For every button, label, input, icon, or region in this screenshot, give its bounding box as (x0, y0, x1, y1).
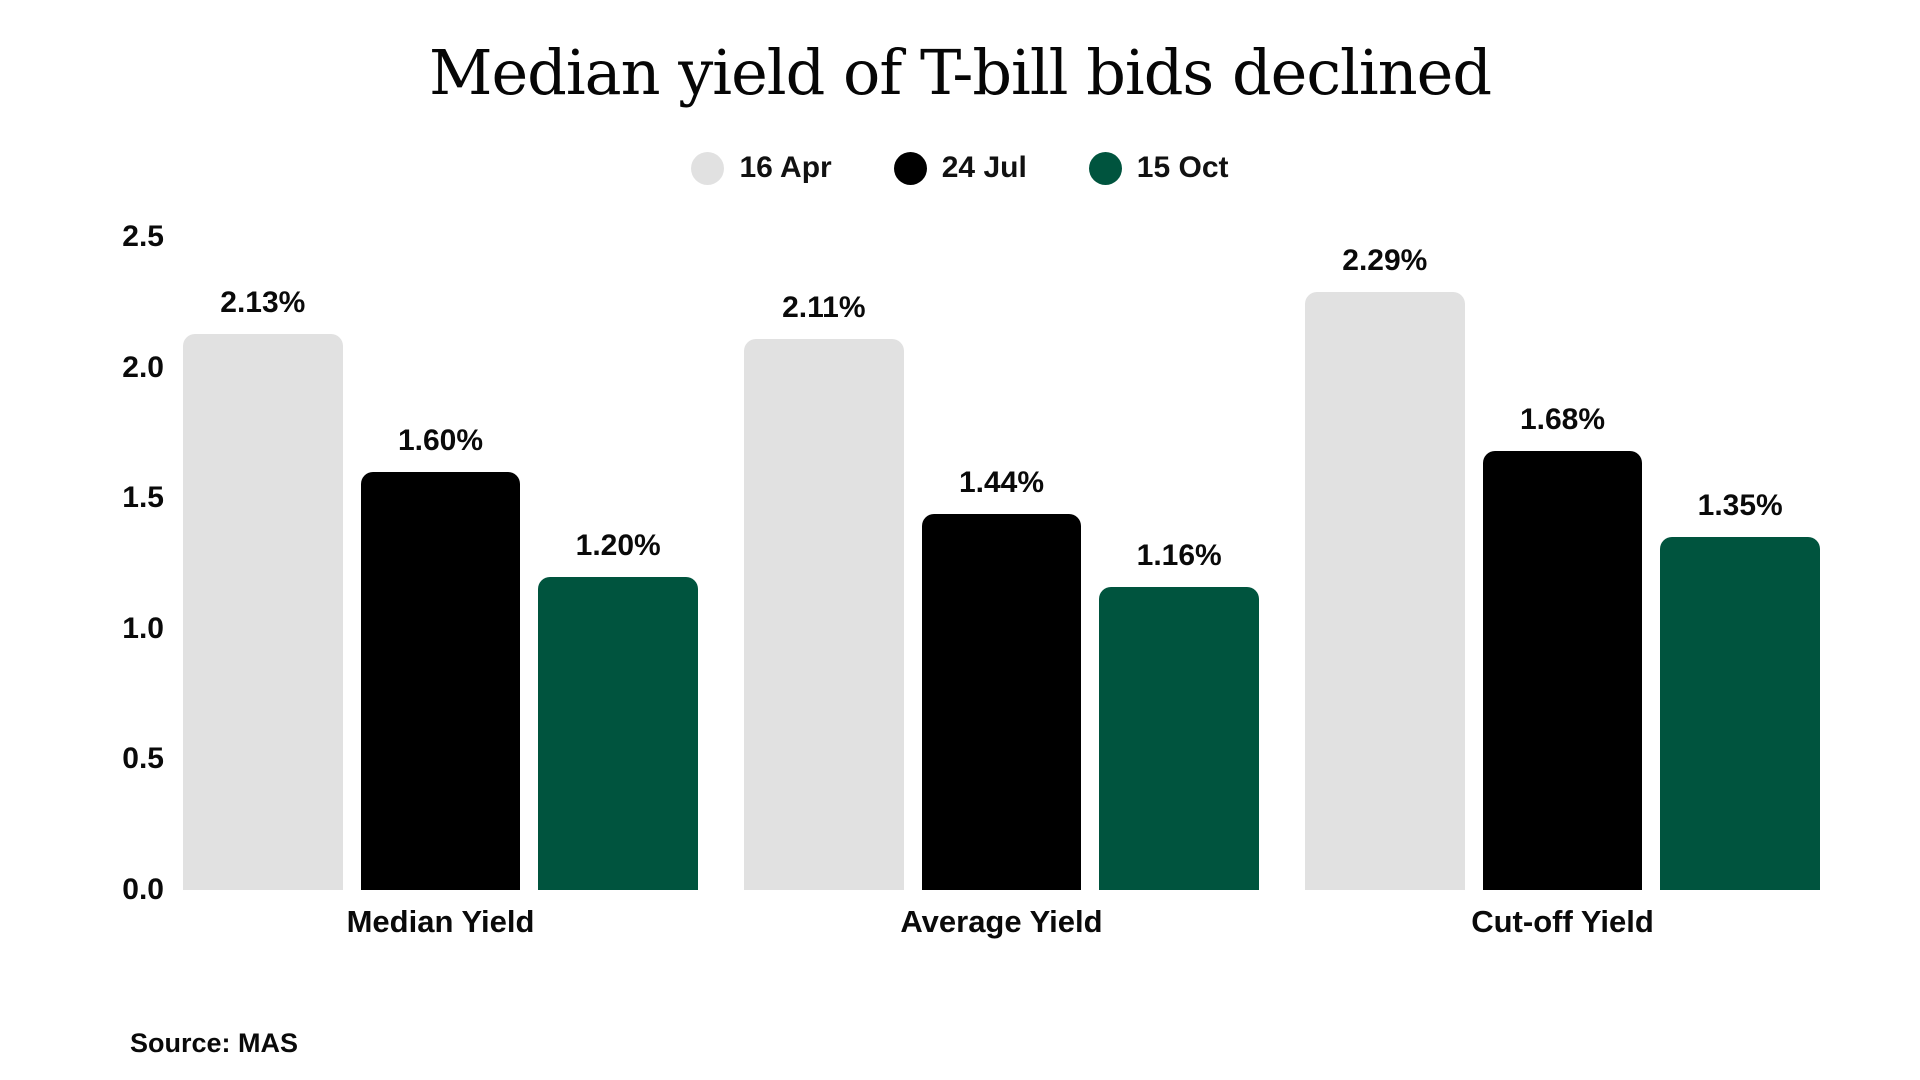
bar-value-label: 1.68% (1519, 403, 1606, 437)
chart-title: Median yield of T-bill bids declined (428, 36, 1492, 109)
bar-value-label: 1.60% (397, 424, 484, 458)
bar-group-cut-off-yield: 2.29% 1.68% 1.35% Cut-off Yield (1305, 237, 1821, 939)
bar-value-label: 1.44% (958, 465, 1045, 499)
y-axis-tick-label: 0.5 (122, 742, 164, 776)
category-label: Median Yield (346, 904, 535, 939)
bar-15-oct: 1.16% (1099, 539, 1260, 890)
chart-legend: 16 Apr 24 Jul 15 Oct (0, 151, 1920, 185)
bar-value-label: 1.20% (575, 528, 661, 562)
legend-item-15-oct: 15 Oct (1088, 151, 1229, 185)
category-label: Average Yield (900, 904, 1103, 939)
bar-16-apr: 2.29% (1305, 244, 1465, 890)
bar-value-label: 1.35% (1697, 489, 1783, 523)
plot-area: 2.13% 1.60% 1.20% Median Yield 2.11% 1.44% 1.1… (170, 237, 1821, 939)
bar-24-jul: 1.68% (1482, 403, 1643, 890)
bar-24-jul: 1.44% (921, 466, 1082, 890)
y-axis-tick-label: 1.5 (122, 481, 164, 515)
bar-value-label: 2.11% (782, 290, 866, 324)
bar-24-jul: 1.60% (360, 424, 521, 890)
source-note: Source: MAS (130, 1028, 299, 1058)
bar-15-oct: 1.20% (538, 529, 699, 890)
bar-group-average-yield: 2.11% 1.44% 1.16% Average Yield (744, 237, 1260, 939)
y-axis-tick-label: 2.5 (122, 220, 164, 253)
bar-value-label: 1.16% (1136, 539, 1222, 573)
category-label: Cut-off Yield (1471, 904, 1654, 939)
legend-label: 24 Jul (941, 151, 1027, 184)
bar-value-label: 2.13% (220, 285, 306, 319)
y-axis-tick-label: 2.0 (122, 350, 164, 384)
legend-item-24-jul: 24 Jul (893, 151, 1027, 185)
y-axis-tick-label: 1.0 (122, 611, 164, 645)
legend-label: 15 Oct (1136, 151, 1229, 184)
bar-15-oct: 1.35% (1660, 489, 1821, 890)
legend-swatch-icon (691, 151, 725, 185)
y-axis-tick-label: 0.0 (122, 873, 164, 906)
legend-swatch-icon (1088, 151, 1122, 185)
legend-label: 16 Apr (739, 151, 832, 184)
legend-swatch-icon (893, 151, 927, 185)
infographic-page: Median yield of T-bill bids declined 16 … (0, 36, 1920, 1080)
bar-16-apr: 2.11% (744, 291, 904, 890)
bar-value-label: 2.29% (1342, 243, 1428, 277)
legend-item-16-apr: 16 Apr (691, 151, 832, 185)
bar-16-apr: 2.13% (183, 286, 343, 890)
y-axis: 2.5 2.0 1.5 1.0 0.5 0.0 (90, 222, 170, 905)
bar-chart: 2.5 2.0 1.5 1.0 0.5 0.0 2.13% 1.60% 1.20% Median… (90, 222, 1821, 939)
bar-group-median-yield: 2.13% 1.60% 1.20% Median Yield (183, 237, 699, 939)
